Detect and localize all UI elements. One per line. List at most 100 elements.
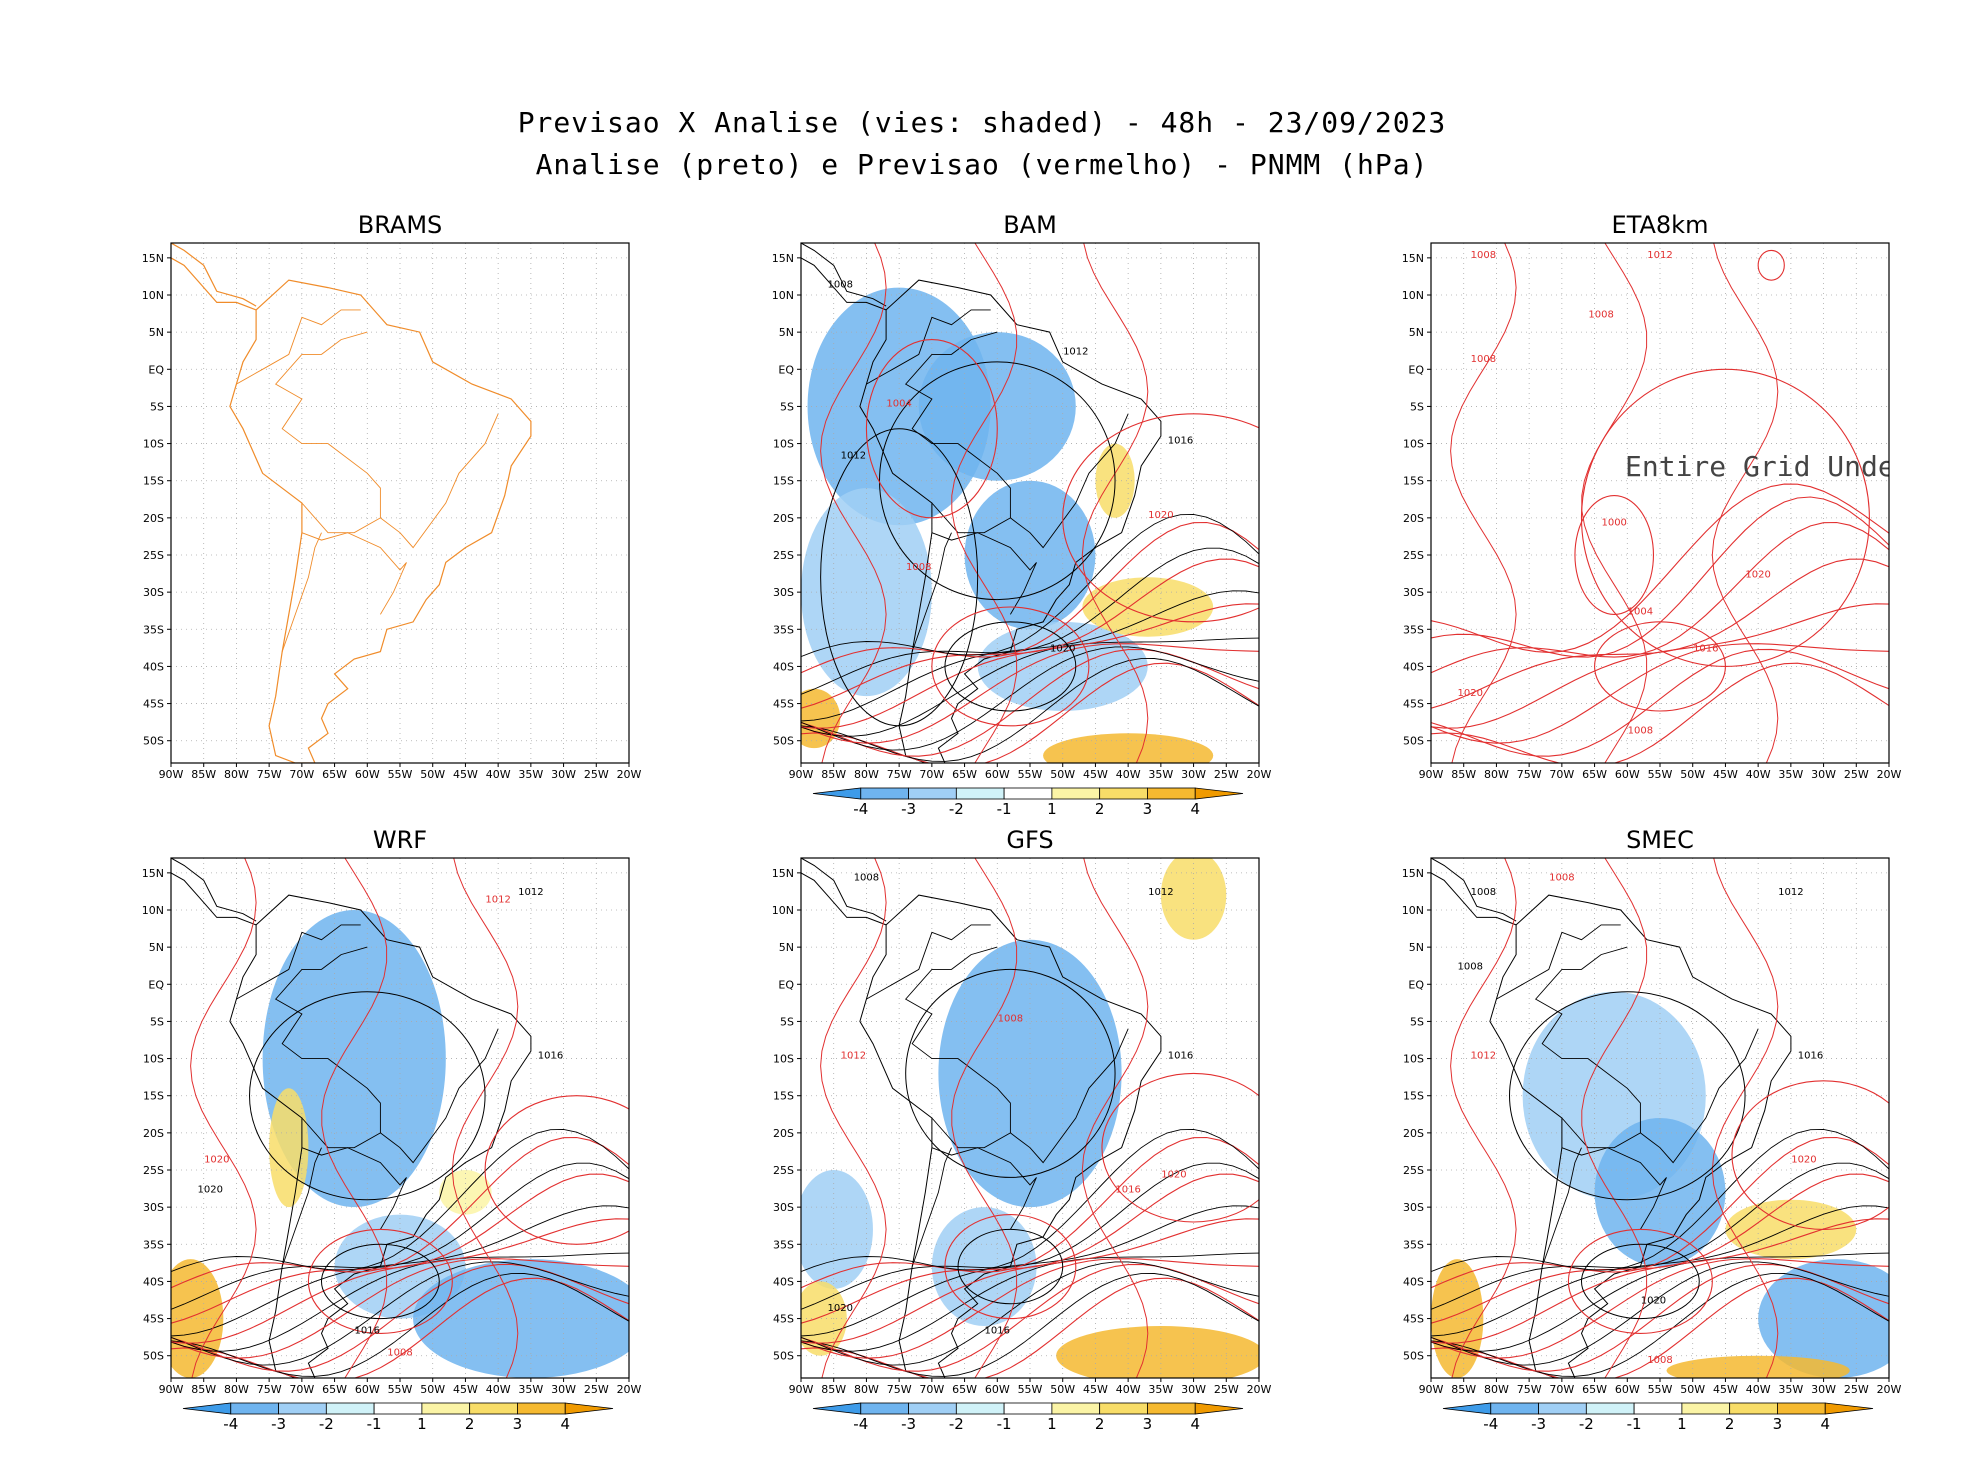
coastline [1431,872,1517,926]
lat-tick-label: 40S [773,1275,794,1288]
panel-title: GFS [1006,826,1053,854]
bias-patch [269,1088,309,1208]
lat-tick-label: 20S [143,512,164,525]
lon-tick-label: 30W [551,768,576,781]
lon-tick-label: 25W [1844,1383,1869,1396]
isobar-label-forecast: 1016 [1693,644,1718,655]
lat-tick-label: 10N [772,904,794,917]
bias-patch [439,1170,492,1215]
bias-patch [801,1281,847,1356]
lon-tick-label: 80W [1484,1383,1509,1396]
colorbar-label: 2 [465,1415,475,1433]
country-border [274,946,381,1149]
bias-patch [801,1170,873,1289]
lon-tick-label: 50W [1680,1383,1705,1396]
colorbar-label: 3 [1143,1415,1153,1433]
country-border [1640,1028,1759,1164]
country-border [931,1147,1037,1230]
country-border [911,1147,952,1267]
isobar-label-forecast: 1008 [1549,872,1574,883]
lat-tick-label: 10N [142,289,164,302]
lon-tick-label: 40W [1116,768,1141,781]
lon-tick-label: 65W [1582,1383,1607,1396]
lon-tick-label: 35W [1148,1383,1173,1396]
lon-tick-label: 35W [1778,768,1803,781]
isobar-label-analysis: 1008 [828,280,853,291]
lon-tick-label: 70W [289,768,314,781]
lon-tick-label: 70W [1549,768,1574,781]
lat-tick-label: 50S [1403,735,1424,748]
lon-tick-label: 25W [584,768,609,781]
lat-tick-label: 5N [1409,326,1424,339]
coastline [1431,858,1517,922]
isobar-label-analysis: 1020 [828,1303,853,1314]
isobar-label-analysis: 1012 [841,450,866,461]
isobar-label-analysis: 1016 [1168,1051,1193,1062]
lat-tick-label: 25S [1403,549,1424,562]
lon-tick-label: 35W [518,768,543,781]
lon-tick-label: 20W [617,1383,642,1396]
isobar-label-analysis: 1012 [1148,887,1173,898]
country-border [1010,413,1129,549]
lon-tick-label: 45W [1083,768,1108,781]
colorbar: -4 -3 -2 -1 1 2 3 4 [812,787,1244,818]
bias-patch [931,1207,1037,1326]
map-gfs: GFS 1008 1012 1016 1016 1020 1008 1012 1020 1016 9… [772,826,1272,1433]
country-border [1534,946,1641,1149]
lat-tick-label: 15S [143,475,164,488]
lon-tick-label: 20W [1877,1383,1902,1396]
lat-tick-label: 10S [1403,438,1424,451]
lat-tick-label: EQ [778,363,794,376]
isobar-label-forecast: 1020 [1745,569,1770,580]
bias-patch [1056,1326,1259,1378]
lat-tick-label: 5S [780,1015,794,1028]
country-border [1561,1147,1667,1230]
colorbar: -4 -3 -2 -1 1 2 3 4 [812,1402,1244,1433]
lon-tick-label: 55W [1648,1383,1673,1396]
lat-tick-label: 20S [773,512,794,525]
lon-tick-label: 90W [159,768,184,781]
lon-tick-label: 75W [887,768,912,781]
isobar-label-forecast: 1020 [204,1155,229,1166]
lat-tick-label: 5S [150,1015,164,1028]
lat-tick-label: 10N [142,904,164,917]
lon-tick-label: 65W [952,1383,977,1396]
lon-tick-label: 45W [1083,1383,1108,1396]
lon-tick-label: 45W [453,1383,478,1396]
colorbar-label: 1 [1047,1415,1057,1433]
lat-tick-label: 5S [780,400,794,413]
lat-tick-label: 50S [143,735,164,748]
coastline [801,243,887,307]
lat-tick-label: 30S [1403,1201,1424,1214]
lat-tick-label: 50S [773,1350,794,1363]
panel-brams: BRAMS 90W 85W 80W 75W 70W 65W 60W 55W 50W 45W 40W 35… [131,203,731,803]
lon-tick-label: 35W [1778,1383,1803,1396]
figure-title-line1: Previsao X Analise (vies: shaded) - 48h … [517,106,1447,139]
lat-tick-label: 20S [1403,512,1424,525]
lon-tick-label: 70W [1549,1383,1574,1396]
lat-tick-label: 20S [1403,1127,1424,1140]
isobar-label-forecast: 1020 [1148,510,1173,521]
lat-tick-label: EQ [148,363,164,376]
map-area: 1008 1012 1016 1016 1020 1008 1012 1020 1016 [801,858,1259,1378]
isobar-label-forecast: 1008 [906,562,931,573]
isobar-label-forecast: 1008 [1628,725,1653,736]
lon-tick-label: 40W [1746,768,1771,781]
lat-tick-label: EQ [148,978,164,991]
colorbar-label: -3 [1531,1415,1546,1433]
isobar-label-analysis: 1016 [1168,436,1193,447]
country-border [1496,924,1621,1000]
isobar-label-analysis: 1012 [1778,887,1803,898]
map-brams: BRAMS 90W 85W 80W 75W 70W 65W 60W 55W 50W 45W 40W 35… [142,211,642,781]
country-border [911,532,952,652]
lon-tick-label: 25W [584,1383,609,1396]
lon-tick-label: 45W [1713,768,1738,781]
lon-tick-label: 90W [789,768,814,781]
panel-wrf: WRF 1012 1016 1020 1016 1012 1020 1008 90W 85W 80W… [131,818,731,1433]
panel-bam: BAM 1008 1012 1016 1020 1012 1020 1008 1004 90W 85… [761,203,1361,818]
coastline [229,894,532,1378]
isobar-label-forecast: 1008 [1588,309,1613,320]
panel-title: ETA8km [1612,211,1709,239]
panel-title: BRAMS [358,211,443,239]
colorbar-label: 2 [1725,1415,1735,1433]
